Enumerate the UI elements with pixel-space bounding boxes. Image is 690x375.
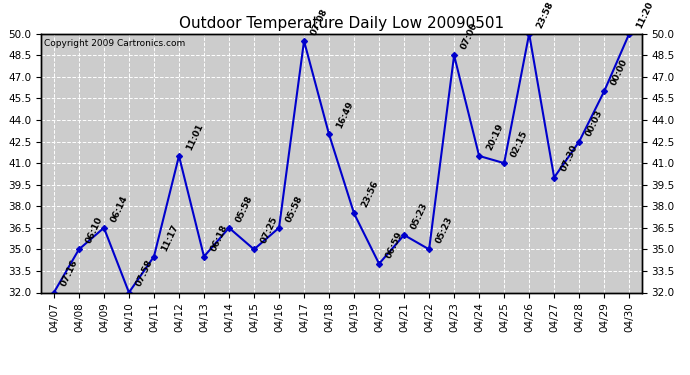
Text: 07:16: 07:16 xyxy=(59,259,80,288)
Text: 06:10: 06:10 xyxy=(84,216,105,245)
Text: 07:30: 07:30 xyxy=(560,144,580,173)
Text: 00:00: 00:00 xyxy=(610,58,630,87)
Text: 16:49: 16:49 xyxy=(335,100,355,130)
Text: 07:58: 07:58 xyxy=(135,259,155,288)
Text: 11:17: 11:17 xyxy=(159,222,180,252)
Text: 06:18: 06:18 xyxy=(210,223,230,252)
Text: 11:01: 11:01 xyxy=(184,122,205,152)
Text: Copyright 2009 Cartronics.com: Copyright 2009 Cartronics.com xyxy=(44,39,186,48)
Text: 05:58: 05:58 xyxy=(235,194,255,224)
Text: 20:19: 20:19 xyxy=(484,122,505,152)
Text: 07:08: 07:08 xyxy=(310,7,330,37)
Text: 06:59: 06:59 xyxy=(384,230,405,260)
Text: 05:23: 05:23 xyxy=(435,216,455,245)
Text: 11:20: 11:20 xyxy=(635,0,655,30)
Text: 06:14: 06:14 xyxy=(110,194,130,224)
Text: 23:56: 23:56 xyxy=(359,180,380,209)
Title: Outdoor Temperature Daily Low 20090501: Outdoor Temperature Daily Low 20090501 xyxy=(179,16,504,31)
Text: 00:03: 00:03 xyxy=(584,108,605,137)
Text: 23:58: 23:58 xyxy=(535,0,555,30)
Text: 05:23: 05:23 xyxy=(410,201,430,231)
Text: 02:15: 02:15 xyxy=(510,129,530,159)
Text: 05:58: 05:58 xyxy=(284,194,305,224)
Text: 07:00: 07:00 xyxy=(460,22,480,51)
Text: 07:25: 07:25 xyxy=(259,216,280,245)
